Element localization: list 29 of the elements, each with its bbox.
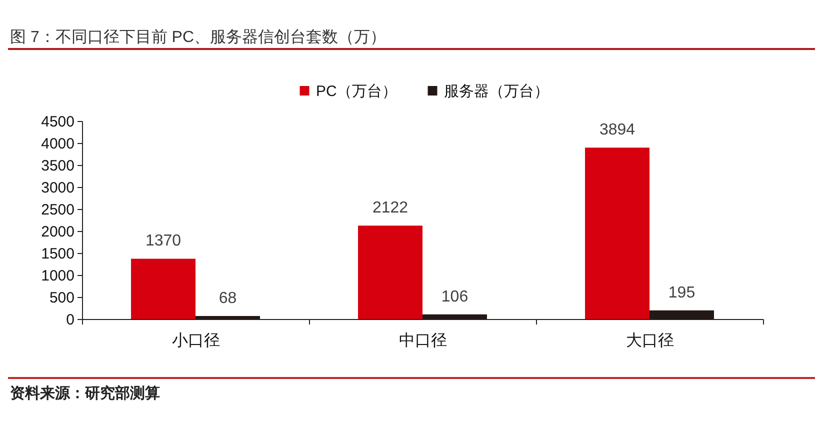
x-tick-label: 小口径 [172,332,220,350]
y-tick-label: 3500 [41,158,74,174]
x-tick-label: 中口径 [399,332,447,350]
data-label: 3894 [599,122,636,139]
bar [131,258,196,319]
data-label: 195 [668,284,696,302]
y-tick-label: 2000 [41,224,74,240]
x-tick-label: 大口径 [626,332,674,350]
y-tick-label: 1500 [41,246,74,262]
text: 资料来源：研究部测算 [10,384,160,404]
legend-label: PC（万台） [316,82,397,100]
y-tick-label: 2500 [41,202,74,218]
data-label: 68 [218,290,237,308]
y-tick-label: 1000 [41,268,74,284]
data-label: 2122 [372,200,408,217]
y-tick-label: 4000 [41,136,74,152]
y-tick-label: 0 [66,312,74,328]
y-tick-label: 3000 [41,180,74,196]
y-tick-label: 4500 [41,114,74,130]
bar [422,314,487,319]
y-tick-label: 500 [49,290,74,306]
bar [650,310,714,319]
bar [585,148,650,319]
bar [196,316,260,319]
bar [358,226,422,319]
data-label: 1370 [145,232,182,250]
data-label: 106 [441,288,468,306]
chart-title: 图 7：不同口径下目前 PC、服务器信创台套数（万） [10,28,386,47]
legend-label: 服务器（万台） [444,82,549,100]
